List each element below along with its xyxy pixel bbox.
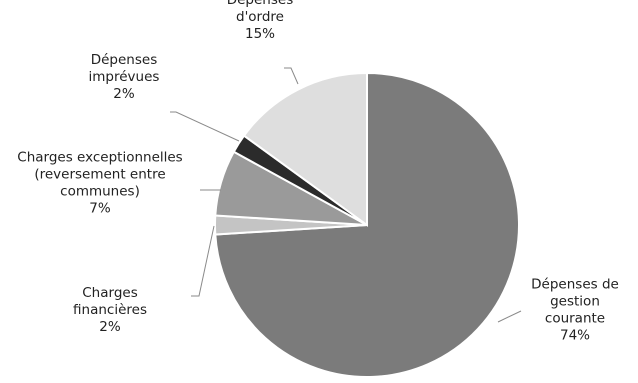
slice-label-1: Dépenses de gestion courante 74% <box>531 277 619 344</box>
slice-label-4: Dépenses imprévues 2% <box>89 52 160 102</box>
slice-name-line: Dépenses <box>227 0 294 8</box>
slice-name-line: Charges <box>82 285 137 301</box>
slice-value-label: 2% <box>99 319 121 335</box>
slice-name-line: Charges exceptionnelles <box>17 150 182 166</box>
pie-slice-5 <box>242 71 368 227</box>
slice-name-line: courante <box>545 311 605 327</box>
slice-name-line: Dépenses de <box>531 277 619 293</box>
slice-value-label: 7% <box>89 201 111 217</box>
leader-line-2 <box>191 225 215 297</box>
pie-slices <box>214 71 520 378</box>
slice-label-2: Charges financières 2% <box>73 285 147 335</box>
slice-value-label: 15% <box>245 26 275 42</box>
slice-name-line: communes) <box>60 184 140 200</box>
slice-name-line: d'ordre <box>236 9 284 25</box>
slice-name-line: imprévues <box>89 69 160 85</box>
leader-line-5 <box>284 67 299 85</box>
slice-label-5: Dépenses d'ordre 15% <box>227 0 294 42</box>
slice-value-label: 2% <box>113 86 135 102</box>
slice-name-line: (reversement entre <box>34 167 165 183</box>
slice-value-label: 74% <box>560 328 590 344</box>
slice-labels: Dépenses de gestion courante 74% Charges fina… <box>17 0 619 344</box>
slice-name-line: gestion <box>550 294 600 310</box>
slice-name-line: Dépenses <box>91 52 158 68</box>
leader-line-4 <box>170 111 240 142</box>
leader-lines <box>170 67 522 323</box>
leader-line-1 <box>497 310 522 323</box>
slice-label-3: Charges exceptionnelles (reversement entr… <box>17 150 182 217</box>
slice-name-line: financières <box>73 302 147 318</box>
